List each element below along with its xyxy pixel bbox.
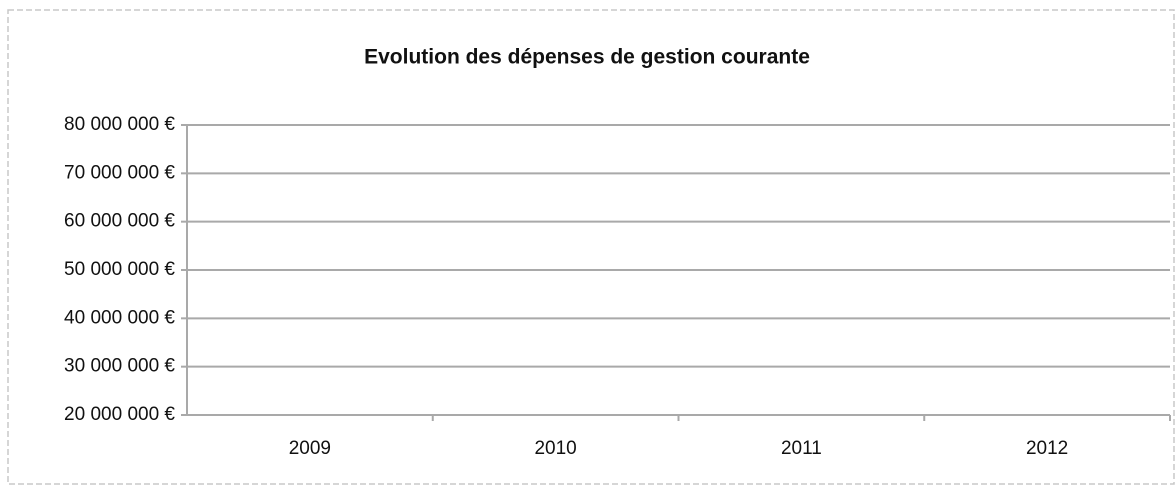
- chart-title: Evolution des dépenses de gestion couran…: [364, 46, 810, 69]
- y-tick-label: 80 000 000 €: [64, 114, 175, 135]
- x-tick-label: 2010: [534, 438, 576, 459]
- x-tick-label: 2009: [289, 438, 331, 459]
- y-tick-label: 20 000 000 €: [64, 404, 175, 425]
- chart-border: [7, 9, 1175, 485]
- x-tick-label: 2011: [781, 438, 822, 459]
- y-tick-label: 50 000 000 €: [64, 259, 175, 280]
- y-tick-label: 70 000 000 €: [64, 162, 175, 183]
- y-tick-label: 30 000 000 €: [64, 356, 175, 377]
- y-tick-label: 40 000 000 €: [64, 307, 175, 328]
- x-tick-label: 2012: [1026, 438, 1068, 459]
- y-tick-label: 60 000 000 €: [64, 211, 175, 232]
